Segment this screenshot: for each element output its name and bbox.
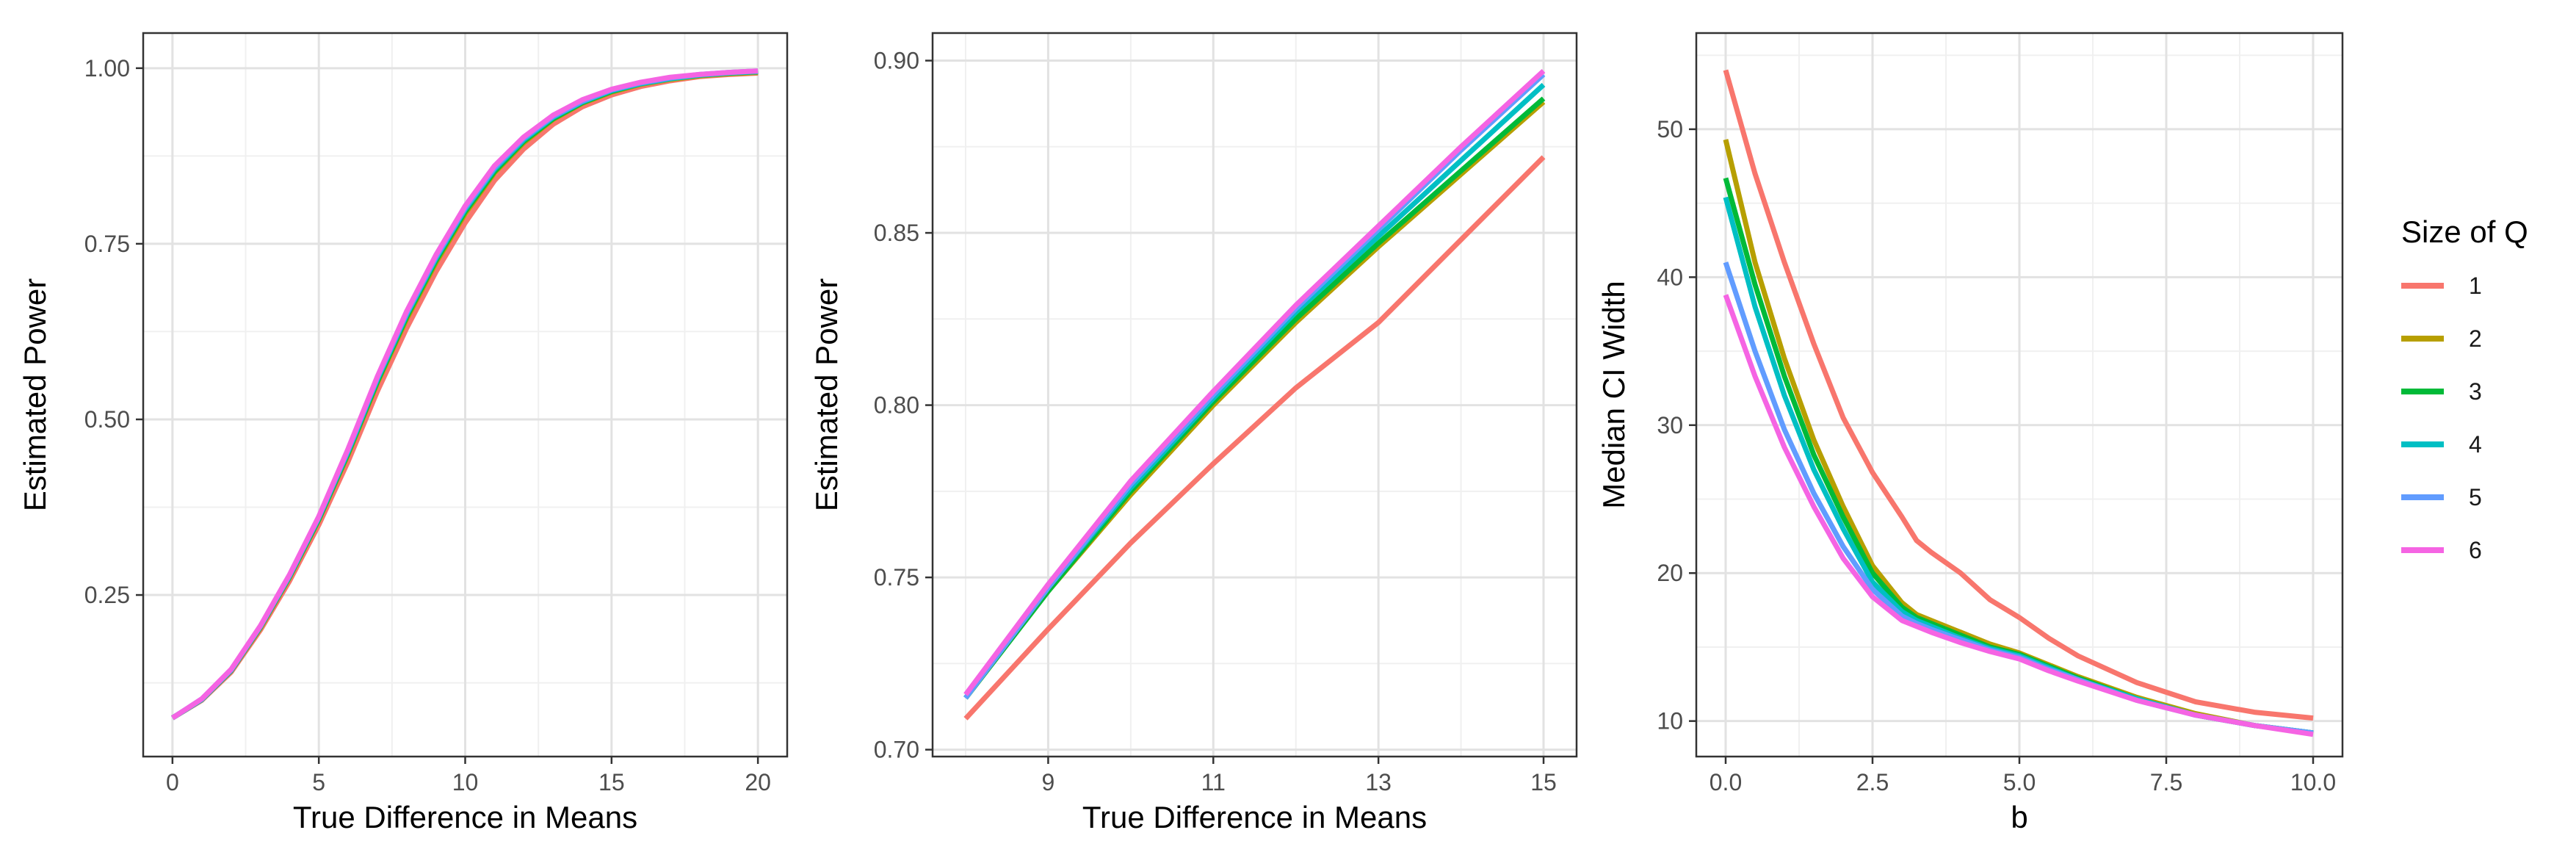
legend-label-6: 6 [2469, 537, 2482, 563]
y-tick-label: 30 [1657, 412, 1683, 439]
y-tick-label: 0.75 [84, 231, 130, 257]
x-tick-label: 0.0 [1710, 769, 1742, 795]
y-tick-label: 50 [1657, 116, 1683, 142]
x-tick-label: 0 [166, 769, 179, 795]
x-tick-label: 5.0 [2003, 769, 2036, 795]
x-axis-title: b [2011, 800, 2027, 834]
y-tick-label: 0.80 [874, 392, 919, 419]
y-tick-label: 0.75 [874, 564, 919, 591]
legend-label-1: 1 [2469, 273, 2482, 299]
panel-left: 0 5 10 15 20 0.25 0.50 0.75 1.00 True Difference … [18, 32, 789, 834]
y-axis-title: Estimated Power [18, 278, 52, 511]
y-tick-label: 0.50 [84, 406, 130, 433]
y-tick-label: 10 [1657, 708, 1683, 735]
series-line-2 [963, 100, 1546, 700]
y-axis-title: Median CI Width [1596, 281, 1631, 508]
x-tick-label: 5 [312, 769, 325, 795]
x-tick-label: 2.5 [1856, 769, 1889, 795]
x-tick-label: 20 [745, 769, 771, 795]
legend-title: Size of Q [2401, 214, 2528, 249]
x-tick-label: 15 [1530, 769, 1557, 795]
panel-middle: 9 11 13 15 0.70 0.75 0.80 0.85 0.90 True Differen… [809, 32, 1578, 834]
x-tick-label: 15 [598, 769, 625, 795]
series-line-6 [170, 68, 759, 721]
series-line-5 [963, 72, 1546, 700]
y-tick-label: 0.70 [874, 737, 919, 763]
y-tick-label: 0.90 [874, 48, 919, 74]
x-axis-title: True Difference in Means [293, 800, 637, 834]
y-tick-label: 0.25 [84, 582, 130, 608]
legend: Size of Q 1 2 3 4 5 6 [2401, 214, 2528, 563]
legend-label-2: 2 [2469, 325, 2482, 352]
series-line-6 [963, 69, 1546, 696]
y-tick-label: 40 [1657, 264, 1683, 290]
series-line-6 [1723, 294, 2314, 737]
y-axis-title: Estimated Power [809, 278, 844, 511]
series-line-1 [1723, 69, 2314, 721]
series-line-1 [963, 155, 1546, 721]
x-tick-label: 9 [1042, 769, 1055, 795]
legend-label-5: 5 [2469, 484, 2482, 510]
panel-right: 0.0 2.5 5.0 7.5 10.0 10 20 30 40 50 b Median CI Wid… [1596, 32, 2344, 834]
y-tick-label: 0.85 [874, 220, 919, 246]
x-tick-label: 10 [452, 769, 479, 795]
series-line-3 [963, 96, 1546, 700]
legend-items: 1 2 3 4 5 6 [2401, 273, 2482, 563]
x-axis-title: True Difference in Means [1082, 800, 1427, 834]
legend-label-4: 4 [2469, 431, 2482, 458]
y-tick-label: 20 [1657, 560, 1683, 586]
x-tick-label: 10.0 [2290, 769, 2336, 795]
x-tick-label: 7.5 [2150, 769, 2182, 795]
x-tick-label: 13 [1365, 769, 1392, 795]
panel-border [931, 32, 1578, 758]
legend-label-3: 3 [2469, 378, 2482, 405]
x-tick-label: 11 [1201, 769, 1226, 795]
y-tick-label: 1.00 [84, 55, 130, 82]
